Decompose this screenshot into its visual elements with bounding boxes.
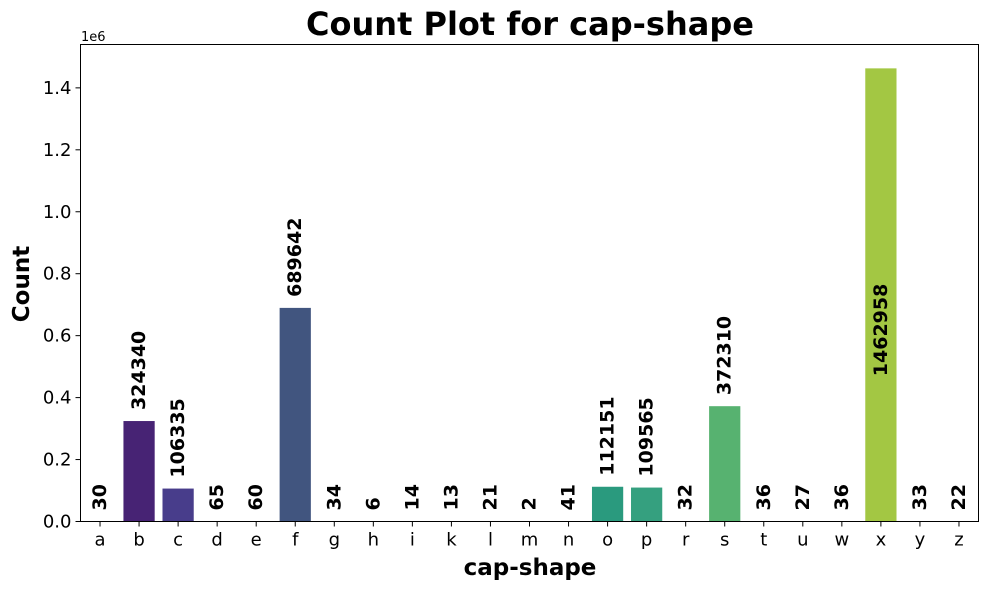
data-label-h: 6 <box>362 497 384 510</box>
x-tick-label-h: h <box>368 530 379 551</box>
y-tick-label-4: 0.8 <box>43 264 72 285</box>
data-label-i: 14 <box>401 484 423 510</box>
data-label-f: 689642 <box>284 218 306 297</box>
data-label-c: 106335 <box>167 398 189 477</box>
x-tick-label-x: x <box>876 530 887 551</box>
y-tick-label-2: 0.4 <box>43 388 72 409</box>
data-label-k: 13 <box>440 484 462 510</box>
bar-b <box>123 421 155 522</box>
data-label-t: 36 <box>753 484 775 510</box>
y-tick-label-5: 1.0 <box>43 202 72 223</box>
data-label-o: 112151 <box>597 396 619 475</box>
y-axis-label: Count <box>9 246 35 322</box>
x-tick-label-s: s <box>720 530 729 551</box>
x-tick-label-a: a <box>95 530 106 551</box>
data-label-x: 1462958 <box>870 284 892 377</box>
x-tick-label-y: y <box>915 530 926 551</box>
bars-group <box>84 68 975 522</box>
x-tick-label-b: b <box>133 530 144 551</box>
x-tick-label-m: m <box>521 530 539 551</box>
y-tick-label-3: 0.6 <box>43 326 72 347</box>
x-tick-label-c: c <box>173 530 183 551</box>
x-tick-label-o: o <box>602 530 613 551</box>
data-label-l: 21 <box>479 484 501 510</box>
x-tick-label-g: g <box>329 530 340 551</box>
data-label-b: 324340 <box>128 331 150 410</box>
chart-title: Count Plot for cap-shape <box>306 5 754 43</box>
x-tick-label-p: p <box>641 530 652 551</box>
x-tick-label-r: r <box>682 530 690 551</box>
x-tick-label-k: k <box>446 530 457 551</box>
x-tick-label-i: i <box>410 530 415 551</box>
x-axis-label: cap-shape <box>464 555 597 581</box>
bar-f <box>279 307 311 522</box>
x-tick-label-z: z <box>954 530 963 551</box>
x-tick-label-n: n <box>563 530 574 551</box>
y-tick-label-6: 1.2 <box>43 140 72 161</box>
y-axis-offset-label: 1e6 <box>81 30 106 45</box>
data-label-y: 33 <box>909 484 931 510</box>
data-label-w: 36 <box>831 484 853 510</box>
data-label-m: 2 <box>519 497 541 510</box>
data-labels-group: 30 324340 106335 65 60 689642 34 6 14 13 21 2 41 1121… <box>89 218 970 511</box>
data-label-p: 109565 <box>636 397 658 476</box>
x-tick-label-d: d <box>211 530 222 551</box>
bar-s <box>709 406 741 522</box>
x-tick-label-t: t <box>760 530 767 551</box>
bar-c <box>162 488 194 522</box>
plot-area-frame <box>80 44 979 522</box>
x-tick-label-w: w <box>834 530 849 551</box>
data-label-g: 34 <box>323 484 345 510</box>
x-tick-label-u: u <box>797 530 808 551</box>
data-label-u: 27 <box>792 484 814 510</box>
y-tick-label-0: 0.0 <box>43 512 72 533</box>
x-tick-label-l: l <box>488 530 493 551</box>
x-tick-label-e: e <box>251 530 262 551</box>
y-tick-label-7: 1.4 <box>43 78 72 99</box>
bar-p <box>631 487 663 522</box>
data-label-s: 372310 <box>714 316 736 395</box>
data-label-r: 32 <box>675 484 697 510</box>
y-tick-label-1: 0.2 <box>43 450 72 471</box>
x-tick-label-f: f <box>292 530 299 551</box>
data-label-a: 30 <box>89 484 111 510</box>
data-label-d: 65 <box>206 484 228 510</box>
bar-x <box>865 68 897 522</box>
data-label-n: 41 <box>558 484 580 510</box>
y-axis-ticks: 0.0 0.2 0.4 0.6 0.8 1.0 1.2 1.4 <box>43 78 81 533</box>
bar-o <box>591 486 624 522</box>
data-label-e: 60 <box>245 484 267 510</box>
data-label-z: 22 <box>948 484 970 510</box>
